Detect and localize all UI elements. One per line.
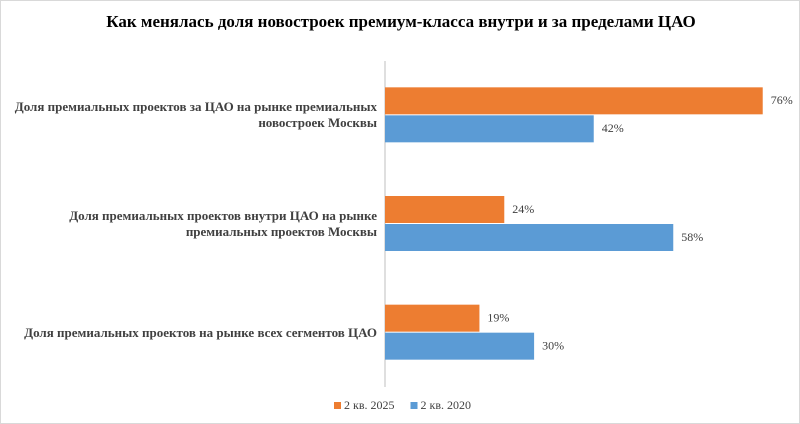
bar (385, 87, 763, 115)
bar (385, 304, 480, 332)
bar (385, 224, 674, 251)
data-label: 42% (602, 121, 624, 135)
legend-label: 2 кв. 2020 (421, 398, 472, 412)
bar (385, 115, 594, 143)
legend-swatch (410, 402, 418, 409)
category-label: Доля премиальных проектов за ЦАО на рынк… (14, 99, 377, 131)
bar (385, 196, 505, 223)
data-label: 19% (487, 310, 509, 324)
data-label: 76% (771, 93, 793, 107)
data-label: 58% (681, 230, 703, 244)
data-label: 24% (512, 202, 534, 216)
category-label: Доля премиальных проектов на рынке всех … (24, 324, 377, 340)
category-label: Доля премиальных проектов внутри ЦАО на … (69, 208, 377, 239)
data-label: 30% (542, 338, 564, 352)
bar (385, 332, 535, 360)
legend-label: 2 кв. 2025 (344, 398, 395, 412)
chart-title: Как менялась доля новостроек премиум-кла… (106, 12, 696, 31)
legend-swatch (334, 402, 341, 409)
